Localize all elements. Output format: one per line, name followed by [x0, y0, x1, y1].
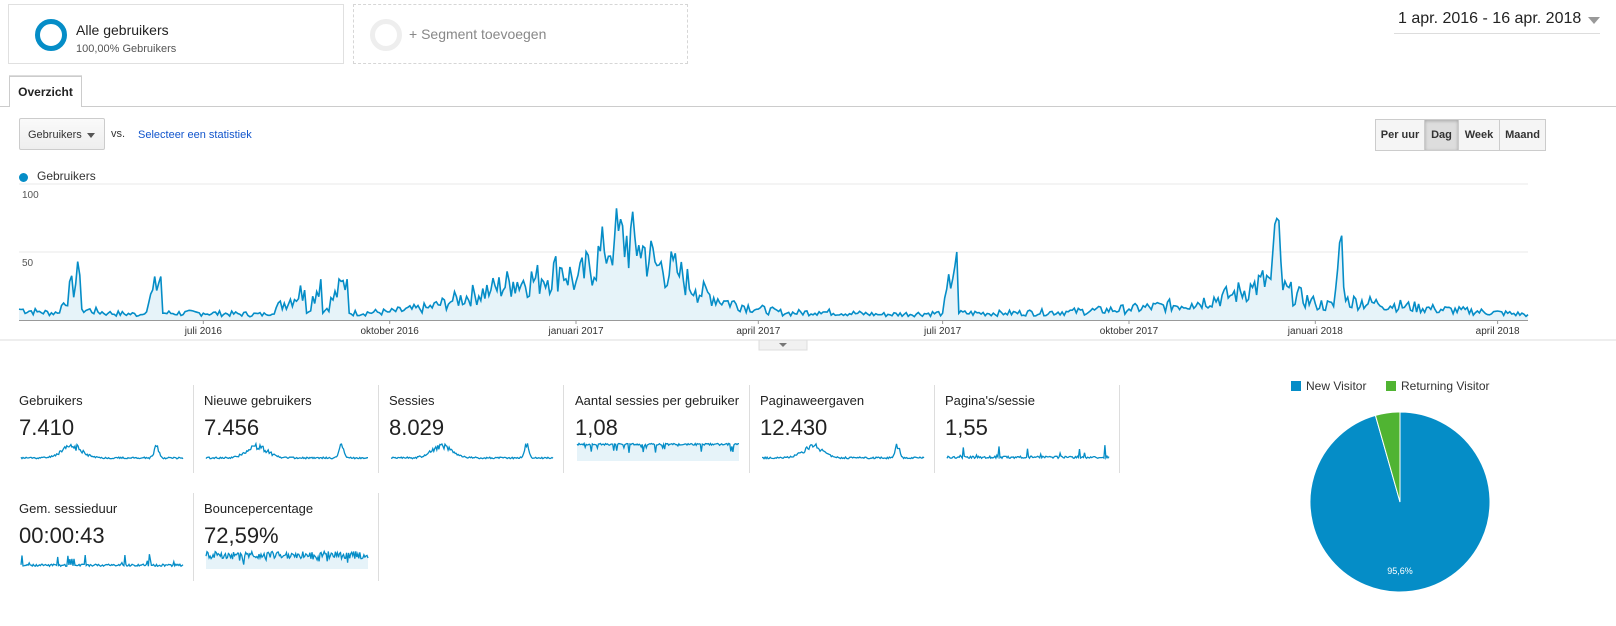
collapse-arrow-icon	[779, 343, 787, 347]
scorecard-label: Sessies	[389, 393, 435, 408]
legend-swatch	[19, 173, 28, 182]
scorecard-sparkline	[946, 445, 1110, 461]
scorecard-value: 1,08	[575, 415, 618, 440]
legend-label: Gebruikers	[37, 169, 96, 183]
users-line-chart: 100 50 juli 2016 oktober 2016 januari 2017 a…	[0, 183, 1616, 351]
scorecard-divider	[378, 385, 379, 473]
scorecard[interactable]: Aantal sessies per gebruiker 1,08	[575, 385, 765, 473]
scorecard-sparkline	[20, 443, 184, 460]
sparkline-area	[577, 443, 739, 461]
x-tick-label: januari 2018	[1287, 326, 1343, 337]
scorecard-divider	[749, 385, 750, 473]
metric-select-value: Gebruikers	[28, 129, 82, 141]
scorecard-sparkline	[390, 442, 554, 460]
select-metric-link[interactable]: Selecteer een statistiek	[138, 129, 252, 141]
x-tick-label: oktober 2017	[1100, 326, 1159, 337]
scorecard-label: Bouncepercentage	[204, 501, 314, 516]
scorecard[interactable]: Sessies 8.029	[389, 385, 579, 473]
sparkline-line	[390, 442, 554, 460]
scorecard[interactable]: Gebruikers 7.410	[19, 385, 209, 473]
scorecard[interactable]: Paginaweergaven 12.430	[760, 385, 950, 473]
sparkline-line	[20, 554, 184, 568]
scorecard-label: Paginaweergaven	[760, 393, 865, 408]
sparkline-line	[205, 441, 368, 460]
scorecard-sparkline	[576, 441, 740, 461]
x-tick-label: oktober 2016	[360, 326, 419, 337]
chart-ticks: juli 2016 oktober 2016 januari 2017 april 2…	[184, 320, 1520, 337]
scorecard-value: 7.410	[19, 415, 75, 440]
granularity-hour-button[interactable]: Per uur	[1375, 119, 1425, 151]
x-tick-label: juli 2017	[923, 326, 962, 337]
scorecard[interactable]: Bouncepercentage 72,59%	[204, 493, 394, 581]
legend-swatch-new	[1291, 381, 1301, 391]
sparkline-area	[206, 551, 368, 569]
sparkline-line	[946, 445, 1110, 461]
pie-slice-returning-visitor	[1374, 411, 1401, 503]
scorecard-label: Nieuwe gebruikers	[204, 393, 312, 408]
pie-legend-returning: Returning Visitor	[1386, 379, 1490, 393]
scorecard[interactable]: Gem. sessieduur 00:00:43	[19, 493, 209, 581]
sparkline-line	[762, 442, 925, 460]
x-tick-label: juli 2016	[184, 326, 223, 337]
scorecard-sparkline	[205, 441, 368, 460]
scorecard-divider	[193, 493, 194, 581]
vs-label: vs.	[111, 128, 126, 140]
segment-ring-icon	[35, 19, 67, 51]
visitor-type-pie-chart: 95,6%	[1309, 411, 1491, 593]
scorecard[interactable]: Nieuwe gebruikers 7.456	[204, 385, 394, 473]
scorecard-sparkline	[205, 549, 369, 569]
sparkline-line	[205, 549, 369, 565]
series-line-gebruikers	[18, 208, 1529, 318]
granularity-day-button[interactable]: Dag	[1424, 119, 1459, 151]
scorecard-value: 72,59%	[204, 523, 279, 548]
scorecard-value: 8.029	[389, 415, 445, 440]
scorecard-sparkline	[762, 442, 925, 460]
granularity-week-button[interactable]: Week	[1458, 119, 1500, 151]
sparkline-line	[576, 441, 740, 453]
scorecard-value: 00:00:43	[19, 523, 105, 548]
scorecard-divider	[563, 385, 564, 473]
scorecard-divider	[378, 493, 379, 581]
area-fill	[19, 208, 1528, 320]
y-tick-label: 50	[22, 258, 34, 269]
pie-legend-returning-label: Returning Visitor	[1401, 379, 1490, 393]
pie-legend-new: New Visitor	[1291, 379, 1366, 393]
empty-segment-ring-icon	[370, 19, 402, 51]
chart-grid: 100 50	[0, 183, 1616, 351]
pie-slice-label: 95,6%	[1387, 566, 1413, 576]
chart-area	[18, 208, 1529, 320]
chevron-down-icon	[87, 133, 95, 138]
scorecard-label: Gebruikers	[19, 393, 83, 408]
segment-all-users[interactable]: Alle gebruikers 100,00% Gebruikers	[8, 4, 344, 64]
scorecard[interactable]: Pagina's/sessie 1,55	[945, 385, 1135, 473]
scorecard-divider	[934, 385, 935, 473]
chevron-down-icon	[1588, 17, 1600, 24]
scorecard-label: Gem. sessieduur	[19, 501, 118, 516]
scorecard-value: 1,55	[945, 415, 988, 440]
date-range-picker[interactable]: 1 apr. 2016 - 16 apr. 2018	[1394, 8, 1600, 34]
x-tick-label: januari 2017	[547, 326, 603, 337]
granularity-month-button[interactable]: Maand	[1499, 119, 1546, 151]
scorecard-value: 7.456	[204, 415, 260, 440]
legend-swatch-returning	[1386, 381, 1396, 391]
scorecard-sparkline	[20, 554, 184, 568]
scorecard-divider	[193, 385, 194, 473]
y-tick-label: 100	[22, 190, 39, 201]
tab-overview[interactable]: Overzicht	[9, 76, 82, 107]
segment-subtitle: 100,00% Gebruikers	[76, 43, 177, 55]
x-tick-label: april 2018	[1476, 326, 1520, 337]
scorecard-label: Pagina's/sessie	[945, 393, 1035, 408]
metric-select[interactable]: Gebruikers	[19, 118, 105, 150]
sparkline-line	[20, 443, 184, 460]
add-segment-button[interactable]: + Segment toevoegen	[353, 4, 688, 64]
add-segment-label: + Segment toevoegen	[409, 26, 547, 42]
segment-title: Alle gebruikers	[76, 22, 169, 38]
scorecard-value: 12.430	[760, 415, 828, 440]
scorecard-divider	[1119, 385, 1120, 473]
scorecard-label: Aantal sessies per gebruiker	[575, 393, 740, 408]
date-range-label: 1 apr. 2016 - 16 apr. 2018	[1398, 10, 1582, 27]
pie-legend-new-label: New Visitor	[1306, 379, 1367, 393]
x-tick-label: april 2017	[736, 326, 780, 337]
tab-divider	[0, 106, 1616, 107]
